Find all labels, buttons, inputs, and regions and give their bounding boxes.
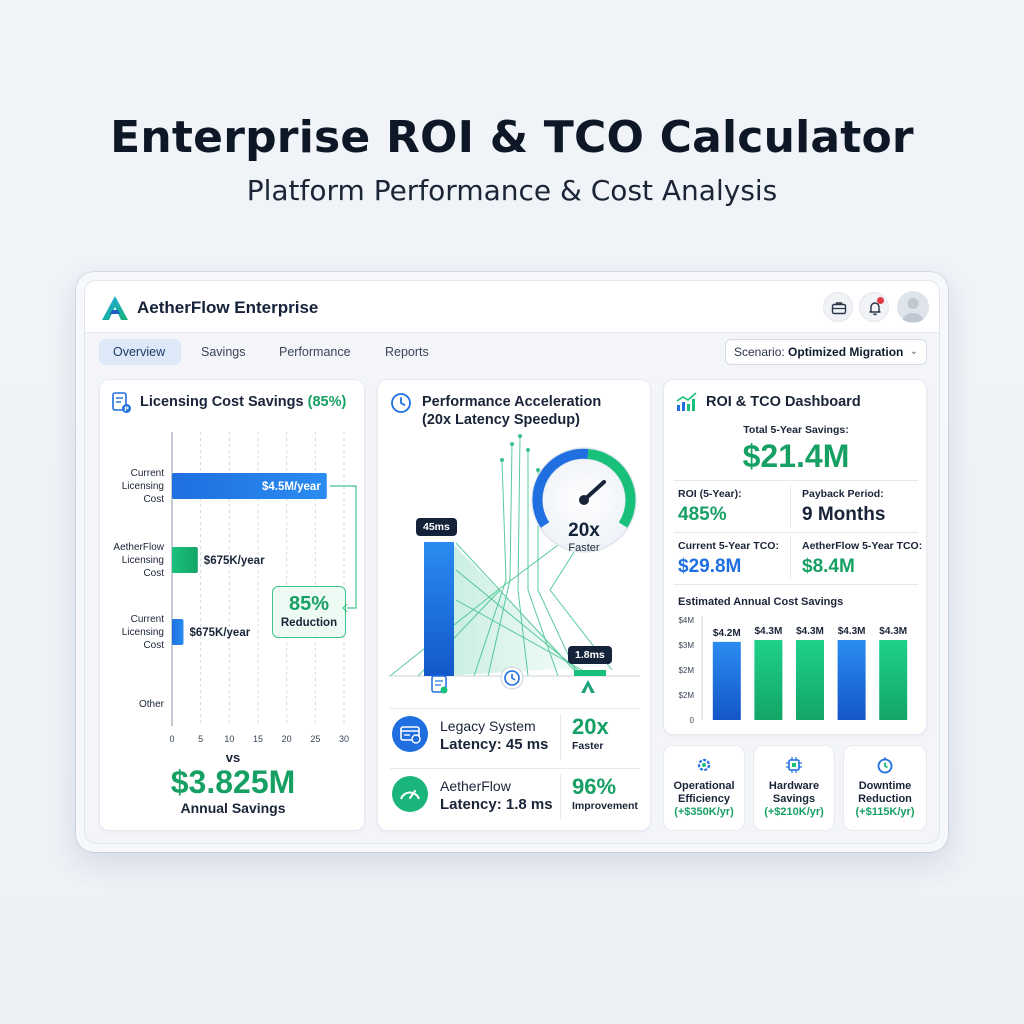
tab-savings[interactable]: Savings [187, 339, 259, 365]
aetherflow-metric-label: Improvement [572, 800, 638, 812]
legacy-latency-badge: 45ms [416, 518, 457, 536]
aetherflow-label: AetherFlow [440, 778, 511, 794]
speedometer-icon [392, 776, 428, 812]
annual-savings-value: $3.825M [100, 764, 366, 801]
operational-efficiency-label: Operational Efficiency [664, 780, 744, 806]
x-tick-label: 30 [339, 734, 349, 744]
legacy-latency-text: Latency: 45 ms [440, 736, 548, 753]
stopwatch-icon [876, 756, 894, 774]
licensing-savings-card: P Licensing Cost Savings (85%) 0 5 10 15 20 2… [99, 379, 365, 831]
legacy-metric-label: Faster [572, 740, 604, 752]
savings-bar [754, 640, 782, 720]
x-tick-label: 20 [282, 734, 292, 744]
hardware-savings-value: (+$210K/yr) [754, 806, 834, 818]
bar-category-label: Other [139, 699, 165, 710]
roi-tco-card: ROI & TCO Dashboard Total 5-Year Savings… [663, 379, 927, 735]
app-frame: AetherFlow Enterprise [76, 272, 948, 852]
annual-savings-bar-chart: $4M $3M $2M $2M 0 $4.2M $4.3M $4.3M $4.3M $4.3M [664, 380, 928, 736]
gauge-label: Faster [554, 542, 614, 554]
downtime-reduction-card[interactable]: Downtime Reduction (+$115K/yr) [843, 745, 927, 831]
aetherflow-latency-text: Latency: 1.8 ms [440, 796, 553, 813]
downtime-reduction-value: (+$115K/yr) [844, 806, 926, 818]
gear-icon [695, 756, 713, 774]
savings-bar [879, 640, 907, 720]
reduction-connector [100, 380, 366, 680]
legacy-system-icon [392, 716, 428, 752]
savings-bar-label: $4.3M [755, 626, 783, 637]
y-tick-label: $2M [678, 691, 694, 700]
hero-subtitle: Platform Performance & Cost Analysis [0, 174, 1024, 207]
y-tick-label: 0 [690, 716, 695, 725]
aetherflow-metric: 96% [572, 774, 616, 800]
operational-efficiency-card[interactable]: Operational Efficiency (+$350K/yr) [663, 745, 745, 831]
x-tick-label: 15 [253, 734, 263, 744]
report-icon [432, 676, 448, 694]
savings-bar [713, 642, 741, 720]
notification-dot [877, 297, 884, 304]
savings-bar [796, 640, 824, 720]
aetherflow-mini-logo-icon [581, 680, 595, 693]
app-window: AetherFlow Enterprise [84, 280, 940, 844]
savings-bar [838, 640, 866, 720]
hero-title: Enterprise ROI & TCO Calculator [0, 112, 1024, 163]
top-bar: AetherFlow Enterprise [85, 281, 940, 333]
x-tick-label: 5 [198, 734, 203, 744]
vs-label: vs [100, 750, 366, 765]
tab-performance[interactable]: Performance [265, 339, 365, 365]
y-tick-label: $2M [678, 666, 694, 675]
performance-card: Performance Acceleration (20x Latency Sp… [377, 379, 651, 831]
x-tick-label: 0 [169, 734, 174, 744]
savings-bar-label: $4.3M [879, 626, 907, 637]
tab-overview[interactable]: Overview [99, 339, 181, 365]
aetherflow-latency-bar [574, 670, 606, 676]
gauge-value: 20x [554, 520, 614, 542]
hardware-savings-label: Hardware Savings [754, 780, 834, 806]
scenario-select[interactable]: Scenario: Optimized Migration ⌄ [725, 339, 927, 365]
y-tick-label: $3M [678, 641, 694, 650]
brand-name: AetherFlow Enterprise [137, 298, 318, 318]
scenario-value: Optimized Migration [788, 345, 903, 359]
y-tick-label: $4M [678, 616, 694, 625]
legacy-system-label: Legacy System [440, 718, 536, 734]
scenario-prefix: Scenario: [734, 345, 785, 359]
chevron-down-icon: ⌄ [910, 340, 918, 364]
hardware-savings-card[interactable]: Hardware Savings (+$210K/yr) [753, 745, 835, 831]
bell-icon[interactable] [859, 292, 889, 322]
timer-icon [501, 667, 523, 689]
operational-efficiency-value: (+$350K/yr) [664, 806, 744, 818]
legacy-metric: 20x [572, 714, 609, 740]
annual-savings-label: Annual Savings [100, 800, 366, 816]
user-avatar[interactable] [897, 291, 929, 323]
savings-bar-label: $4.3M [838, 626, 866, 637]
chip-icon [785, 756, 803, 774]
x-tick-label: 10 [224, 734, 234, 744]
briefcase-icon[interactable] [823, 292, 853, 322]
x-tick-label: 25 [310, 734, 320, 744]
legacy-latency-bar [424, 542, 454, 676]
savings-bar-label: $4.2M [713, 628, 741, 639]
downtime-reduction-label: Downtime Reduction [844, 780, 926, 806]
savings-bar-label: $4.3M [796, 626, 824, 637]
aetherflow-latency-badge: 1.8ms [568, 646, 612, 664]
tab-reports[interactable]: Reports [371, 339, 443, 365]
aetherflow-logo-icon[interactable] [101, 295, 129, 321]
